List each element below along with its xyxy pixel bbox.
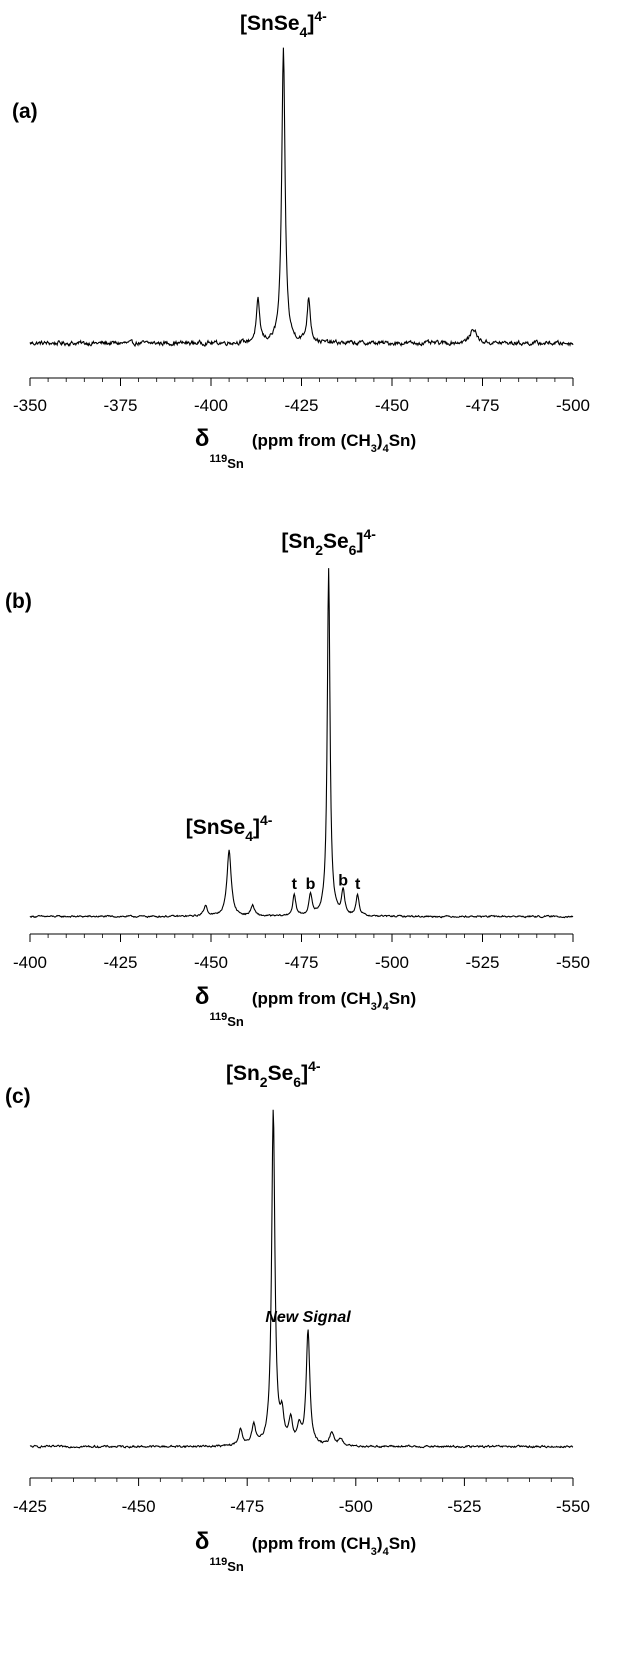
x-axis-label-text3: Sn) xyxy=(389,1534,416,1553)
peak-tag: t xyxy=(292,876,298,893)
x-tick-label: -450 xyxy=(375,396,409,415)
x-tick-label: -500 xyxy=(375,953,409,972)
spectrum-trace xyxy=(29,47,574,348)
x-tick-label: -500 xyxy=(556,396,590,415)
ion-label-sub: 2 xyxy=(260,1074,268,1090)
panel-label: (a) xyxy=(12,100,38,123)
new-signal-label: New Signal xyxy=(265,1309,351,1326)
x-axis-label-text2: ) xyxy=(377,431,383,450)
ion-label: [SnSe4]4- xyxy=(186,812,273,844)
x-axis-label: δ119Sn (ppm from (CH3)4Sn) xyxy=(195,425,416,471)
x-tick-label: -425 xyxy=(103,953,137,972)
x-tick-label: -350 xyxy=(13,396,47,415)
x-tick-label: -450 xyxy=(122,1497,156,1516)
x-axis-label-sub2: Sn xyxy=(227,1014,244,1029)
panel-b: -400 -425 -450 -475 -500 -525 -550 (b) δ119Sn (pp… xyxy=(5,526,590,1029)
ion-label-sub: 2 xyxy=(315,542,323,558)
ion-label-sup: 4- xyxy=(308,1058,321,1074)
ion-label-sub: 4 xyxy=(245,828,253,844)
x-axis-label-sub3: 3 xyxy=(371,1546,377,1558)
panel-label: (b) xyxy=(5,590,32,613)
x-tick-label: -475 xyxy=(465,396,499,415)
x-axis-label-sub4: 4 xyxy=(383,1001,390,1013)
ion-label-close: ] xyxy=(253,816,260,839)
x-axis-label-text2: ) xyxy=(377,989,383,1008)
ion-label: [Sn2Se6]4- xyxy=(281,526,376,558)
ion-label-sup: 4- xyxy=(314,8,327,24)
x-tick-label: -525 xyxy=(465,953,499,972)
ion-label-close: ] xyxy=(301,1062,308,1085)
ion-label-mid: Se xyxy=(268,1062,294,1085)
x-axis-label-sub: 119 xyxy=(209,1556,227,1568)
x-axis-label-text2: ) xyxy=(377,1534,383,1553)
ion-label: [Sn2Se6]4- xyxy=(226,1058,321,1090)
x-axis-label-text: (ppm from (CH xyxy=(252,1534,371,1553)
x-axis-label-text: (ppm from (CH xyxy=(252,989,371,1008)
x-axis-label-delta: δ xyxy=(195,983,210,1010)
x-axis-label: δ119Sn (ppm from (CH3)4Sn) xyxy=(195,1528,416,1574)
x-tick-label: -475 xyxy=(284,953,318,972)
x-axis-label: δ119Sn (ppm from (CH3)4Sn) xyxy=(195,983,416,1029)
x-tick-label: -525 xyxy=(447,1497,481,1516)
x-tick-label: -550 xyxy=(556,953,590,972)
ion-label-sub_b: 6 xyxy=(293,1074,301,1090)
ion-label-sup: 4- xyxy=(363,526,376,542)
x-tick-label: -375 xyxy=(103,396,137,415)
ion-label-base: [Sn xyxy=(281,530,315,553)
spectrum-trace xyxy=(29,568,574,919)
x-axis-label-delta: δ xyxy=(195,425,210,452)
ion-label: [SnSe4]4- xyxy=(240,8,327,40)
x-tick-label: -550 xyxy=(556,1497,590,1516)
x-tick-label: -450 xyxy=(194,953,228,972)
ion-label-close: ] xyxy=(356,530,363,553)
x-axis-label-sub4: 4 xyxy=(383,1546,390,1558)
peak-tag: b xyxy=(338,873,348,890)
x-tick-label: -425 xyxy=(284,396,318,415)
x-axis-label-sub2: Sn xyxy=(227,456,244,471)
x-axis-label-sub: 119 xyxy=(209,1011,227,1023)
ion-label-base: [SnSe xyxy=(240,12,300,35)
ion-label-close: ] xyxy=(307,12,314,35)
ion-label-base: [SnSe xyxy=(186,816,246,839)
x-axis-label-sub: 119 xyxy=(209,453,227,465)
x-axis-label-sub3: 3 xyxy=(371,443,377,455)
x-tick-label: -400 xyxy=(194,396,228,415)
x-axis-label-text3: Sn) xyxy=(389,989,416,1008)
peak-tag: t xyxy=(355,876,361,893)
panel-c: -425 -450 -475 -500 -525 -550 (c) δ119Sn (ppm fr… xyxy=(5,1058,590,1574)
x-axis-label-sub3: 3 xyxy=(371,1001,377,1013)
panel-label: (c) xyxy=(5,1085,31,1108)
x-tick-label: -425 xyxy=(13,1497,47,1516)
panel-a: -350 -375 -400 -425 -450 -475 -500 (a) δ119Sn (pp… xyxy=(12,8,590,471)
x-axis-label-sub4: 4 xyxy=(383,443,390,455)
peak-tag: b xyxy=(306,876,316,893)
ion-label-base: [Sn xyxy=(226,1062,260,1085)
x-axis-label-text3: Sn) xyxy=(389,431,416,450)
x-axis-label-delta: δ xyxy=(195,1528,210,1555)
x-tick-label: -500 xyxy=(339,1497,373,1516)
ion-label-sub_b: 6 xyxy=(349,542,357,558)
ion-label-sup: 4- xyxy=(260,812,273,828)
x-axis-label-text: (ppm from (CH xyxy=(252,431,371,450)
x-axis-label-sub2: Sn xyxy=(227,1559,244,1574)
ion-label-sub: 4 xyxy=(300,24,308,40)
spectrum-trace xyxy=(29,1109,574,1449)
ion-label-mid: Se xyxy=(323,530,349,553)
x-tick-label: -475 xyxy=(230,1497,264,1516)
x-tick-label: -400 xyxy=(13,953,47,972)
